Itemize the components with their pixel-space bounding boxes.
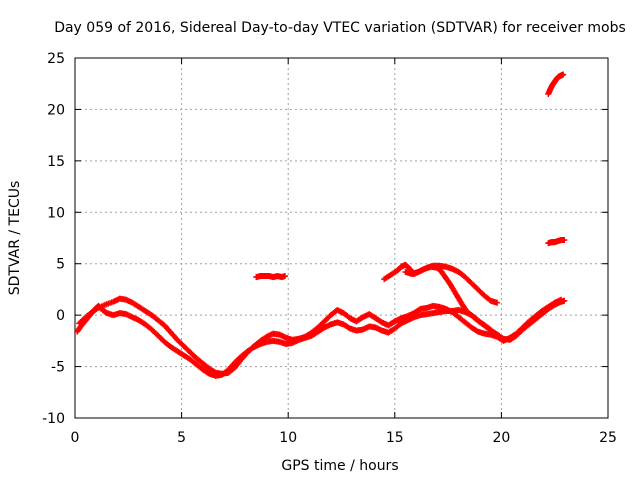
data-series-group: [545, 237, 568, 247]
axis-ticks: 0 5 10 15 20 25 -10 -5 0 5 10 15 20 25: [42, 51, 617, 446]
y-tick-label: 20: [47, 102, 65, 118]
y-tick-label: 5: [56, 257, 65, 273]
y-tick-label: 25: [47, 51, 65, 67]
data-point: [561, 237, 568, 244]
y-tick-label: 10: [47, 205, 65, 221]
x-axis-label: GPS time / hours: [281, 458, 398, 474]
grid: [75, 58, 608, 418]
data-point: [560, 71, 567, 78]
chart-title: Day 059 of 2016, Sidereal Day-to-day VTE…: [54, 20, 626, 36]
data-point: [494, 331, 501, 338]
data-point: [282, 273, 289, 280]
y-tick-label: 0: [56, 308, 65, 324]
x-tick-label: 15: [386, 430, 404, 446]
x-tick-label: 25: [599, 430, 617, 446]
y-tick-label: -5: [51, 360, 65, 376]
x-tick-label: 10: [279, 430, 297, 446]
data-point: [558, 296, 565, 303]
plot-frame: [74, 57, 609, 419]
x-tick-label: 20: [492, 430, 510, 446]
data-point: [496, 332, 503, 339]
y-axis-label: SDTVAR / TECUs: [7, 181, 23, 296]
data-series-group: [76, 295, 565, 377]
y-tick-label: -10: [42, 411, 65, 427]
x-tick-label: 0: [71, 430, 80, 446]
data-series-group: [402, 263, 503, 339]
x-tick-label: 5: [177, 430, 186, 446]
y-tick-label: 15: [47, 154, 65, 170]
data-series-group: [74, 297, 568, 379]
data-point: [494, 299, 501, 306]
data-series: [74, 71, 568, 379]
data-series-group: [253, 273, 289, 281]
data-series-group: [545, 71, 567, 97]
